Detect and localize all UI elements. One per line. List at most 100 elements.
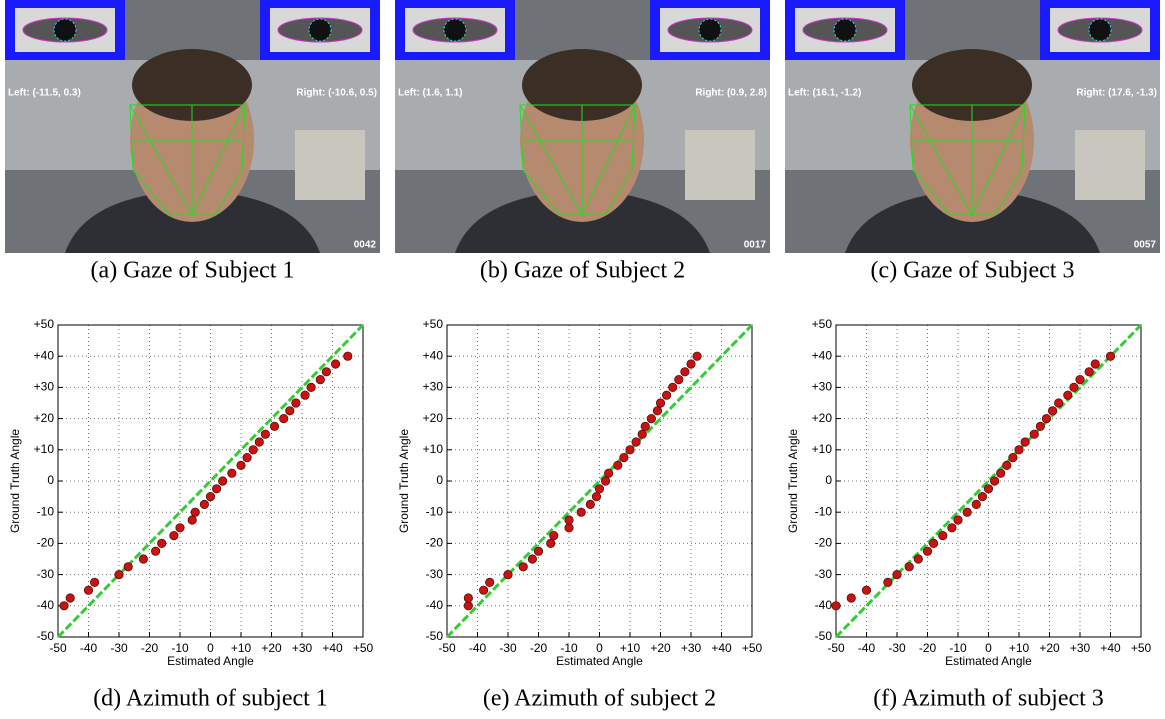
iris [443,18,467,42]
data-point [892,569,902,580]
hair [912,49,1032,121]
data-point [1054,398,1064,408]
y-tick-label: -50 [815,629,833,643]
y-tick-label: +10 [34,442,55,456]
data-point [157,538,167,549]
x-tick-label: +20 [650,641,671,655]
data-point [330,359,341,369]
data-point [187,515,197,525]
x-tick-label: -50 [49,641,67,655]
y-tick-label: +40 [423,348,444,362]
x-tick-label: -40 [80,641,98,655]
data-point [218,476,228,486]
y-tick-label: +40 [812,348,833,362]
data-point [846,593,856,603]
data-point [913,554,923,564]
data-point [680,367,690,377]
x-tick-label: +10 [231,641,252,655]
data-point [637,429,647,439]
data-point [151,546,161,556]
data-point [205,491,216,502]
data-point [1084,367,1094,377]
data-point [248,445,258,455]
x-tick-label: -50 [438,641,456,655]
chart: -50 -40 -30 -20 -10 0 +10 +20 +30 +40 +50 -50 -40 -30… [8,317,373,668]
data-point [989,476,1000,486]
data-point [692,351,702,361]
data-point [996,468,1006,478]
y-tick-label: -30 [815,567,833,581]
x-tick-label: 0 [207,641,214,655]
y-tick-label: -20 [815,536,833,550]
right-gaze-label: Right: (17.6, -1.3) [1076,88,1157,99]
data-point [463,601,473,611]
left-gaze-label: Left: (-11.5, 0.3) [8,88,81,99]
y-tick-label: +20 [812,411,833,425]
x-tick-label: -50 [827,641,845,655]
data-point [138,554,148,564]
data-point [564,515,574,525]
x-tick-label: +40 [322,641,343,655]
data-point [977,491,988,502]
data-point [1014,445,1024,455]
data-point [65,593,75,603]
data-point [279,413,289,424]
data-point [904,562,914,572]
data-point [1035,421,1045,431]
x-tick-label: -40 [469,641,487,655]
x-tick-label: +20 [261,641,282,655]
y-tick-label: -20 [37,536,55,550]
y-tick-label: -10 [426,504,444,518]
data-point [831,601,841,611]
hair [132,49,252,121]
x-tick-label: -20 [530,641,548,655]
y-tick-label: -50 [37,629,55,643]
y-tick-label: 0 [47,473,54,487]
x-tick-label: +10 [620,641,641,655]
x-tick-label: +40 [711,641,732,655]
data-point [83,585,94,595]
data-point [1075,374,1085,385]
y-tick-label: +50 [34,317,55,331]
data-point [527,554,538,564]
data-point [123,562,133,572]
data-point [983,484,994,494]
x-axis-label: Estimated Angle [945,654,1032,668]
face-mesh [909,104,1026,217]
frame-number: 0017 [744,240,767,251]
data-point [485,577,495,588]
data-point [260,429,270,439]
y-axis-label: Ground Truth Angle [8,429,22,533]
data-point [285,406,295,416]
photo-panel: Left: (-11.5, 0.3) Right: (-10.6, 0.5) 004… [5,0,380,253]
data-point [90,577,100,588]
data-point [59,601,69,611]
data-point [594,484,605,494]
monitor [295,130,365,200]
data-point [503,569,513,580]
data-point [1047,406,1058,416]
data-point [1063,390,1073,400]
hair [522,49,642,121]
data-point [564,523,574,533]
iris [833,18,857,42]
x-tick-label: 0 [985,641,992,655]
data-point [861,585,872,595]
data-point [1090,359,1100,369]
x-tick-label: +50 [742,641,763,655]
monitor [1075,130,1145,200]
y-tick-label: -40 [815,598,833,612]
data-point [1105,351,1116,361]
y-tick-label: -30 [37,567,55,581]
plot-frame [835,324,1142,638]
data-point [674,374,684,385]
data-point [199,499,209,509]
iris [698,18,722,42]
reference-line [56,323,365,639]
y-tick-label: +20 [423,411,444,425]
data-point [1041,413,1052,424]
x-tick-label: +10 [1009,641,1030,655]
y-tick-label: +50 [812,317,833,331]
x-tick-label: -20 [141,641,159,655]
